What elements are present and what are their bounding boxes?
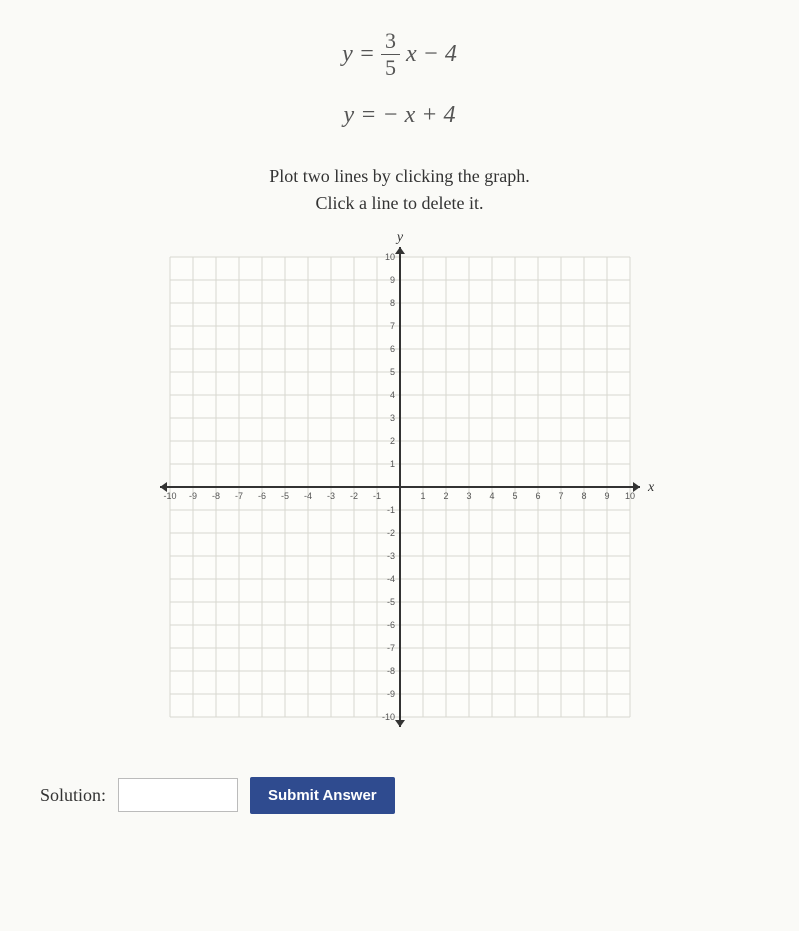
svg-text:3: 3	[466, 491, 471, 501]
svg-text:8: 8	[581, 491, 586, 501]
svg-text:3: 3	[389, 413, 394, 423]
solution-label: Solution:	[40, 785, 106, 806]
equation-2: y = − x + 4	[40, 99, 759, 133]
coordinate-graph[interactable]: -10 -9 -8 -7 -6 -5 -4 -3 -2 -1 1 2 3 4 5 6 7 8 9 10 -10 -9 -8 -…	[140, 227, 660, 747]
eq1-equals: =	[359, 38, 375, 72]
equation-1: y = 3 5 x − 4	[40, 30, 759, 79]
svg-text:-6: -6	[257, 491, 265, 501]
svg-text:10: 10	[624, 491, 634, 501]
eq1-numerator: 3	[381, 30, 400, 55]
svg-text:-9: -9	[188, 491, 196, 501]
eq2-var: x	[405, 99, 416, 133]
solution-input[interactable]	[118, 778, 238, 812]
eq2-equals: =	[360, 99, 376, 133]
svg-text:-3: -3	[326, 491, 334, 501]
svg-text:6: 6	[389, 344, 394, 354]
svg-text:y: y	[394, 230, 403, 245]
svg-text:-9: -9	[386, 689, 394, 699]
page-container: y = 3 5 x − 4 y = − x + 4 Plot two lines…	[0, 0, 799, 931]
svg-text:1: 1	[420, 491, 425, 501]
svg-text:-6: -6	[386, 620, 394, 630]
svg-text:-8: -8	[386, 666, 394, 676]
svg-text:-3: -3	[386, 551, 394, 561]
svg-text:7: 7	[558, 491, 563, 501]
svg-text:-7: -7	[234, 491, 242, 501]
svg-text:-5: -5	[280, 491, 288, 501]
svg-text:-1: -1	[372, 491, 380, 501]
eq1-denominator: 5	[381, 55, 400, 79]
svg-text:-2: -2	[386, 528, 394, 538]
instruction-line-1: Plot two lines by clicking the graph.	[40, 163, 759, 190]
svg-text:2: 2	[443, 491, 448, 501]
eq1-var: x	[406, 38, 417, 72]
svg-text:4: 4	[389, 390, 394, 400]
svg-text:7: 7	[389, 321, 394, 331]
svg-text:9: 9	[389, 275, 394, 285]
svg-text:-4: -4	[386, 574, 394, 584]
eq2-plus: +	[421, 99, 437, 133]
graph-wrapper: -10 -9 -8 -7 -6 -5 -4 -3 -2 -1 1 2 3 4 5 6 7 8 9 10 -10 -9 -8 -…	[40, 227, 759, 747]
svg-text:9: 9	[604, 491, 609, 501]
svg-text:5: 5	[512, 491, 517, 501]
svg-text:5: 5	[389, 367, 394, 377]
equations-block: y = 3 5 x − 4 y = − x + 4	[40, 30, 759, 133]
svg-text:-7: -7	[386, 643, 394, 653]
svg-text:6: 6	[535, 491, 540, 501]
svg-text:-8: -8	[211, 491, 219, 501]
instruction-line-2: Click a line to delete it.	[40, 190, 759, 217]
submit-answer-button[interactable]: Submit Answer	[250, 777, 395, 814]
eq2-neg: −	[382, 99, 398, 133]
solution-row: Solution: Submit Answer	[40, 777, 759, 814]
svg-text:x: x	[647, 480, 655, 495]
svg-text:-1: -1	[386, 505, 394, 515]
svg-text:-2: -2	[349, 491, 357, 501]
eq1-lhs: y	[342, 38, 353, 72]
svg-text:-10: -10	[381, 712, 394, 722]
svg-text:10: 10	[384, 252, 394, 262]
svg-text:-4: -4	[303, 491, 311, 501]
eq2-const: 4	[443, 99, 455, 133]
svg-text:-5: -5	[386, 597, 394, 607]
eq1-minus: −	[423, 38, 439, 72]
svg-text:4: 4	[489, 491, 494, 501]
svg-text:1: 1	[389, 459, 394, 469]
eq1-const: 4	[445, 38, 457, 72]
svg-text:-10: -10	[163, 491, 176, 501]
svg-text:2: 2	[389, 436, 394, 446]
instructions: Plot two lines by clicking the graph. Cl…	[40, 163, 759, 217]
svg-text:8: 8	[389, 298, 394, 308]
eq1-fraction: 3 5	[381, 30, 400, 79]
eq2-lhs: y	[344, 99, 355, 133]
